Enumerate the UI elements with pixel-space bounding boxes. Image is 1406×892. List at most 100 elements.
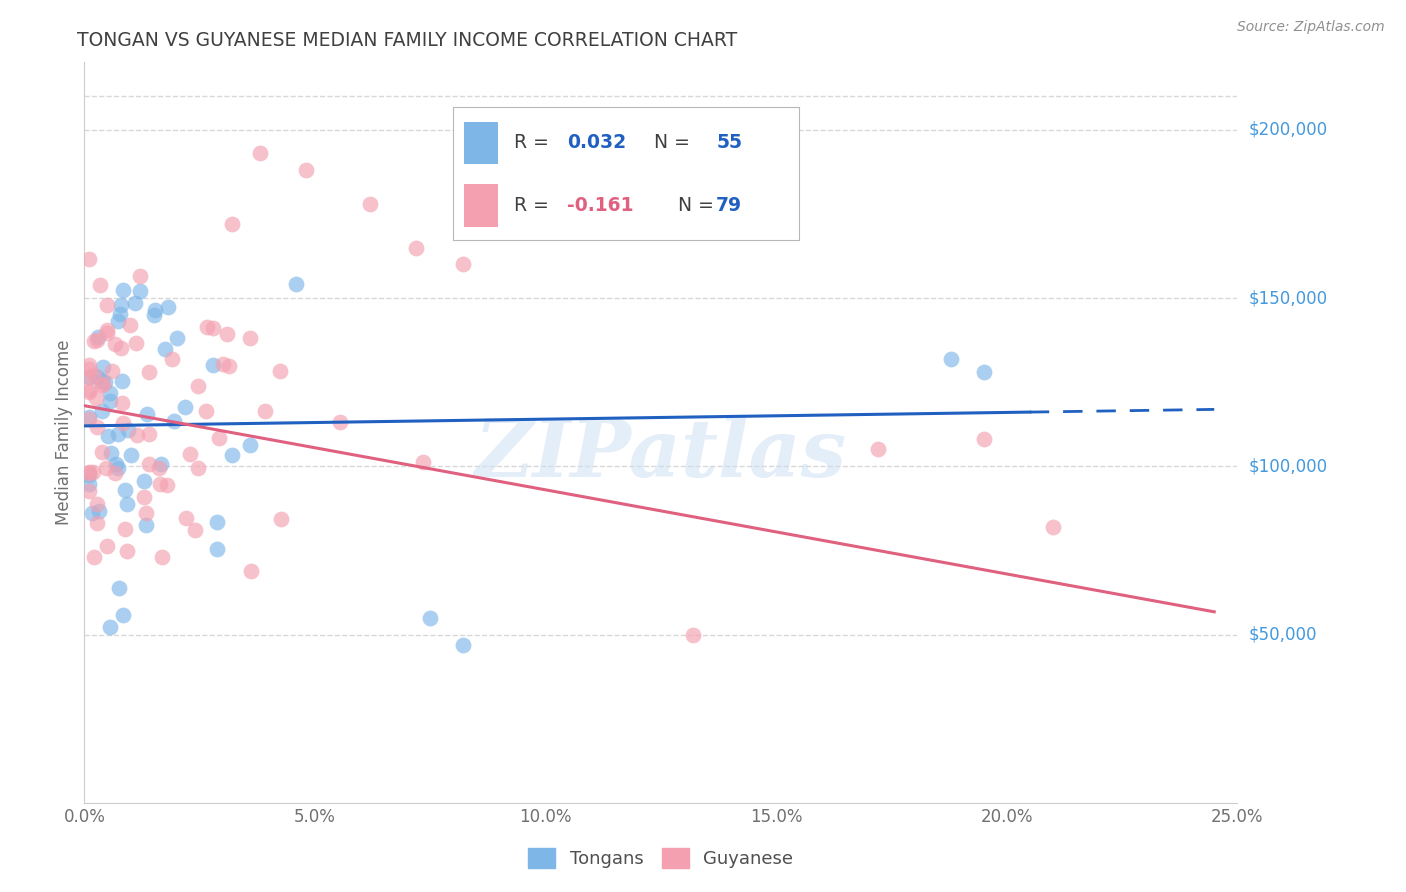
Point xyxy=(77,361,100,376)
Point xyxy=(86,329,108,343)
Point xyxy=(96,539,118,553)
Point xyxy=(77,466,100,480)
Point xyxy=(77,466,100,480)
Point xyxy=(96,461,118,475)
Point xyxy=(86,419,108,434)
Point xyxy=(111,416,134,430)
Point xyxy=(98,393,121,408)
Point xyxy=(107,427,129,442)
Point xyxy=(82,506,104,520)
Point xyxy=(142,308,165,322)
Point xyxy=(150,458,173,472)
Point xyxy=(83,368,105,383)
Legend: Tongans, Guyanese: Tongans, Guyanese xyxy=(522,841,800,875)
Point xyxy=(176,510,198,524)
Point xyxy=(187,379,209,393)
Point xyxy=(148,460,170,475)
Point xyxy=(107,314,129,328)
Point xyxy=(96,326,118,340)
Point xyxy=(91,378,114,392)
Point xyxy=(221,448,243,462)
Point xyxy=(91,360,114,375)
Point xyxy=(270,512,292,526)
Point xyxy=(866,442,889,457)
Point xyxy=(124,296,146,310)
Point xyxy=(91,374,114,388)
Point xyxy=(221,217,243,231)
Point xyxy=(101,364,124,378)
Point xyxy=(249,146,271,161)
Y-axis label: Median Family Income: Median Family Income xyxy=(55,340,73,525)
Point xyxy=(97,429,120,443)
Point xyxy=(195,403,218,417)
Point xyxy=(105,458,128,472)
Point xyxy=(202,321,225,335)
Point xyxy=(77,369,100,384)
Point xyxy=(166,331,188,345)
Point xyxy=(135,517,157,532)
Text: $150,000: $150,000 xyxy=(1249,289,1327,307)
Point xyxy=(83,549,105,564)
Point xyxy=(451,638,474,652)
Point xyxy=(114,522,136,536)
Point xyxy=(114,483,136,498)
Point xyxy=(163,414,186,428)
Point xyxy=(160,352,183,367)
Point xyxy=(77,411,100,425)
Text: TONGAN VS GUYANESE MEDIAN FAMILY INCOME CORRELATION CHART: TONGAN VS GUYANESE MEDIAN FAMILY INCOME … xyxy=(77,31,738,50)
Point xyxy=(218,359,240,374)
Point xyxy=(120,318,142,332)
Point xyxy=(79,358,101,372)
Point xyxy=(157,300,180,314)
Point xyxy=(84,391,107,405)
Point xyxy=(77,369,100,384)
Point xyxy=(125,336,148,351)
Point xyxy=(98,619,121,633)
Point xyxy=(136,408,159,422)
Point xyxy=(215,326,238,341)
Point xyxy=(108,581,131,595)
Point xyxy=(100,446,122,460)
Point xyxy=(86,516,108,530)
Point xyxy=(110,342,132,356)
Point xyxy=(110,298,132,312)
Point xyxy=(77,383,100,397)
Point xyxy=(138,365,160,379)
Point xyxy=(104,467,127,481)
Point xyxy=(195,319,218,334)
Point xyxy=(202,359,225,373)
Point xyxy=(145,303,167,318)
Point xyxy=(96,298,118,312)
Point xyxy=(115,497,138,511)
Point xyxy=(128,269,150,284)
Point xyxy=(135,506,157,520)
Point xyxy=(150,549,173,564)
Point xyxy=(107,460,129,475)
Point xyxy=(183,524,205,538)
Point xyxy=(405,240,427,255)
Point xyxy=(90,445,112,459)
Point xyxy=(359,196,381,211)
Point xyxy=(240,564,263,578)
Point xyxy=(128,285,150,299)
Point xyxy=(115,544,138,558)
Point xyxy=(686,207,709,221)
Text: $100,000: $100,000 xyxy=(1249,458,1327,475)
Point xyxy=(77,252,100,267)
Point xyxy=(973,365,995,379)
Point xyxy=(212,357,235,371)
Point xyxy=(1042,520,1064,534)
Point xyxy=(96,323,118,337)
Point xyxy=(174,401,197,415)
Point xyxy=(419,610,441,624)
Point xyxy=(104,336,127,351)
Point xyxy=(83,334,105,348)
Point xyxy=(90,404,112,418)
Point xyxy=(120,448,142,462)
Point xyxy=(77,476,100,491)
Point xyxy=(269,364,291,378)
Point xyxy=(77,384,100,399)
Point xyxy=(156,478,179,492)
Point xyxy=(179,448,201,462)
Point xyxy=(94,376,117,390)
